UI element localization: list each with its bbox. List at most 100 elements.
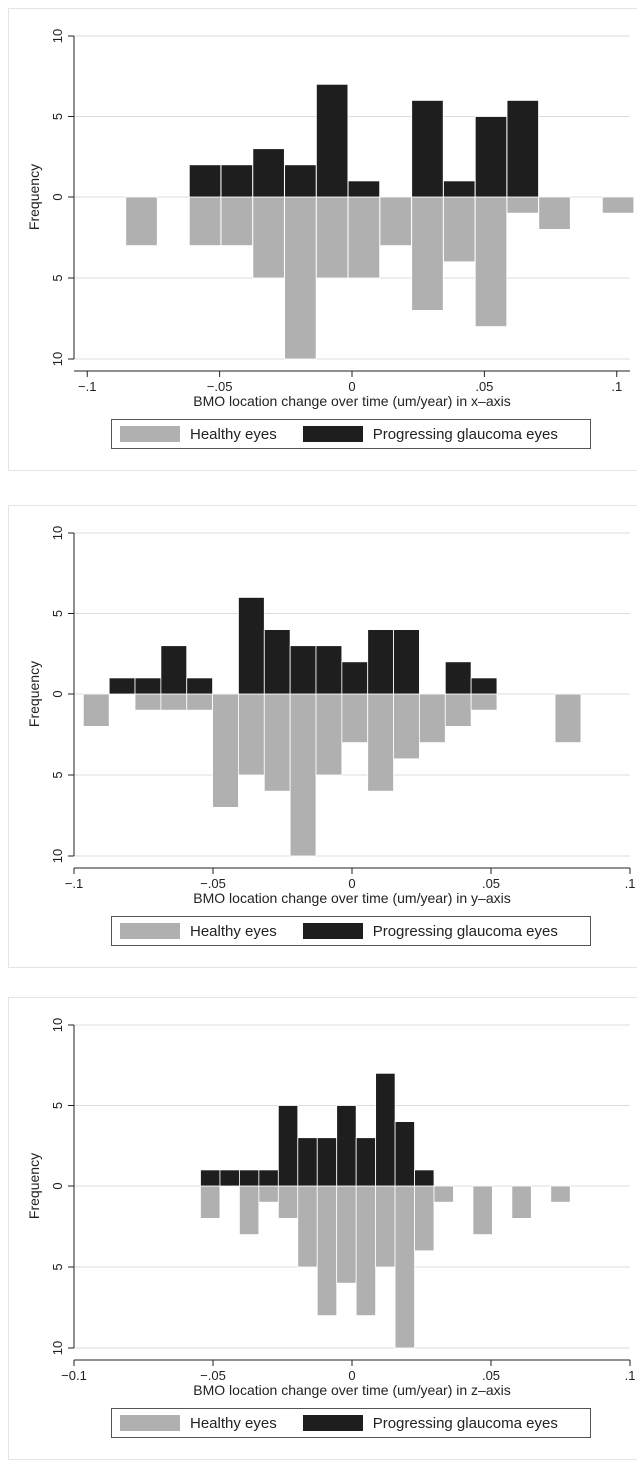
- x-axis-title: BMO location change over time (um/year) …: [193, 1382, 510, 1398]
- x-tick-label: .05: [475, 379, 493, 394]
- bar-healthy-9: [443, 196, 476, 263]
- y-axis-title: Frequency: [26, 1153, 42, 1219]
- bar-progressing-10: [393, 629, 420, 695]
- bar-progressing-0: [108, 677, 136, 695]
- bar-healthy-10: [367, 693, 394, 792]
- y-tick-label: 5: [50, 610, 65, 617]
- bar-healthy-1: [134, 693, 162, 711]
- bar-healthy-13: [444, 693, 472, 727]
- bar-progressing-5: [263, 629, 291, 695]
- bar-healthy-4: [297, 1185, 318, 1268]
- bar-progressing-11: [444, 661, 472, 695]
- x-tick-label: 0: [348, 876, 355, 891]
- y-tick-label: 5: [50, 1102, 65, 1109]
- histogram-panel-z-axis: 0 5 10 5 10 −0.1 −.05 0 .05 .1 BMO location change…: [8, 997, 637, 1460]
- x-tick-label: .1: [611, 379, 622, 394]
- y-tick-label: 0: [50, 690, 65, 697]
- bar-progressing-10: [394, 1121, 415, 1187]
- legend-label-healthy: Healthy eyes: [190, 922, 277, 940]
- bar-progressing-2: [239, 1169, 260, 1187]
- legend: Healthy eyes Progressing glaucoma eyes: [111, 419, 591, 449]
- bar-progressing-3: [284, 164, 317, 198]
- chart-canvas: 0 5 10 5 10 −0.1 −.05 0 .05 .1 BMO location change…: [26, 1018, 636, 1398]
- bar-healthy-15: [554, 693, 582, 743]
- bar-progressing-4: [315, 83, 349, 198]
- x-tick-label: .05: [482, 876, 500, 891]
- bar-healthy-11: [506, 196, 539, 214]
- bar-progressing-9: [506, 100, 539, 198]
- bar-healthy-14: [550, 1185, 571, 1203]
- bar-progressing-11: [414, 1169, 435, 1187]
- bar-healthy-2: [160, 693, 188, 711]
- y-tick-label: 10: [50, 352, 65, 366]
- bar-healthy-0: [125, 196, 158, 246]
- bar-progressing-2: [252, 148, 285, 198]
- bar-healthy-12: [538, 196, 571, 230]
- y-tick-label: 10: [50, 1018, 65, 1032]
- x-tick-label: .1: [625, 1368, 636, 1383]
- x-tick-label: −0.1: [61, 1368, 87, 1383]
- bar-healthy-3: [277, 1185, 299, 1219]
- bar-progressing-7: [315, 645, 343, 695]
- x-tick-label: 0: [348, 1368, 355, 1383]
- bar-progressing-5: [347, 180, 381, 198]
- bar-progressing-5: [297, 1137, 318, 1187]
- x-tick-label: .1: [625, 876, 636, 891]
- legend-label-healthy: Healthy eyes: [190, 425, 277, 443]
- y-tick-label: 0: [50, 193, 65, 200]
- bar-progressing-0: [200, 1169, 221, 1187]
- bar-progressing-6: [289, 645, 317, 695]
- bar-healthy-4: [284, 196, 317, 360]
- legend-swatch-healthy: [120, 1415, 180, 1431]
- bar-progressing-12: [470, 677, 498, 695]
- bar-progressing-6: [411, 100, 444, 198]
- histogram-panel-x-axis: 0 5 10 5 10 −.1 −.05 0 .05 .1 BMO location change …: [8, 8, 637, 471]
- legend-swatch-progressing: [302, 1415, 363, 1431]
- bar-healthy-4: [212, 693, 239, 808]
- bar-progressing-1: [219, 1169, 240, 1187]
- histogram-panel-y-axis: 0 5 10 5 10 −.1 −.05 0.05.1 BMO location change …: [8, 505, 637, 968]
- x-tick-label: −.05: [200, 1368, 226, 1383]
- legend-swatch-healthy: [120, 426, 180, 442]
- bar-progressing-2: [160, 645, 188, 695]
- x-tick-label: −.05: [207, 379, 233, 394]
- legend-label-progressing: Progressing glaucoma eyes: [372, 1414, 558, 1432]
- bar-healthy-12: [419, 693, 446, 743]
- bar-progressing-3: [258, 1169, 279, 1187]
- bar-progressing-9: [367, 629, 394, 695]
- y-tick-label: 10: [50, 29, 65, 43]
- bar-healthy-10: [414, 1185, 435, 1252]
- bar-progressing-6: [316, 1137, 338, 1187]
- bar-healthy-5: [316, 1185, 338, 1317]
- bar-healthy-1: [239, 1185, 260, 1235]
- legend: Healthy eyes Progressing glaucoma eyes: [111, 916, 591, 946]
- legend-swatch-healthy: [120, 923, 180, 939]
- bar-healthy-6: [263, 693, 291, 792]
- y-axis-title: Frequency: [26, 661, 42, 727]
- y-tick-label: 5: [50, 274, 65, 281]
- bar-healthy-9: [394, 1185, 415, 1349]
- bar-progressing-4: [238, 597, 265, 695]
- x-tick-label: .05: [482, 1368, 500, 1383]
- bar-progressing-8: [474, 116, 508, 198]
- bar-healthy-13: [511, 1185, 532, 1219]
- bar-progressing-0: [188, 164, 222, 198]
- y-tick-label: 10: [50, 526, 65, 540]
- bar-healthy-12: [472, 1185, 493, 1235]
- x-tick-label: −.05: [200, 876, 226, 891]
- bar-progressing-3: [186, 677, 213, 695]
- bar-progressing-9: [375, 1072, 396, 1187]
- legend-label-healthy: Healthy eyes: [190, 1414, 277, 1432]
- legend-swatch-progressing: [302, 923, 363, 939]
- bar-healthy-1: [188, 196, 222, 246]
- legend-label-progressing: Progressing glaucoma eyes: [372, 425, 558, 443]
- y-axis-title: Frequency: [26, 164, 42, 230]
- bar-healthy-3: [186, 693, 213, 711]
- x-tick-label: −.1: [65, 876, 83, 891]
- bar-healthy-6: [347, 196, 381, 279]
- bar-healthy-5: [238, 693, 265, 776]
- x-tick-label: 0: [348, 379, 355, 394]
- bar-healthy-8: [315, 693, 343, 776]
- x-axis-title: BMO location change over time (um/year) …: [193, 890, 510, 906]
- chart-canvas: 0 5 10 5 10 −.1 −.05 0 .05 .1 BMO location change …: [26, 29, 635, 409]
